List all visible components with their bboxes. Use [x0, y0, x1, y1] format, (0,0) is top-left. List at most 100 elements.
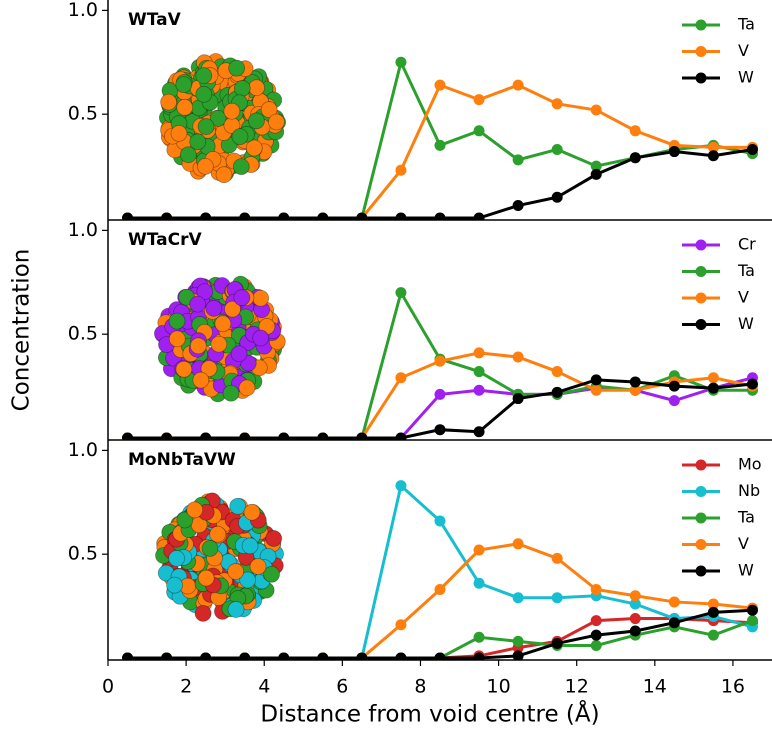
- point: [629, 590, 641, 602]
- point: [629, 152, 641, 164]
- x-tick-label: 14: [643, 676, 667, 698]
- atom: [227, 563, 245, 580]
- point: [122, 212, 134, 220]
- point: [278, 652, 290, 660]
- atom: [197, 118, 215, 135]
- y-tick-label: 0.5: [68, 543, 98, 565]
- point: [395, 287, 407, 299]
- point: [551, 637, 563, 649]
- point: [629, 376, 641, 388]
- legend-label: W: [738, 314, 754, 333]
- point: [551, 592, 563, 604]
- point: [590, 583, 602, 595]
- panel-title: WTaV: [128, 10, 182, 30]
- atom: [268, 113, 285, 131]
- point: [434, 355, 446, 367]
- legend-marker: [695, 319, 707, 330]
- point: [434, 212, 446, 220]
- atom: [192, 371, 210, 389]
- point: [512, 650, 524, 660]
- legend-label: Ta: [737, 15, 755, 34]
- atom: [214, 315, 232, 333]
- point: [434, 388, 446, 400]
- point: [200, 432, 212, 440]
- atom: [227, 601, 245, 618]
- point: [707, 382, 719, 394]
- y-tick-label: 1.0: [68, 439, 98, 461]
- atom: [241, 537, 259, 555]
- point: [551, 366, 563, 378]
- atom: [233, 289, 251, 307]
- point: [434, 139, 446, 151]
- point: [512, 200, 524, 212]
- atom: [231, 128, 249, 146]
- point: [200, 652, 212, 660]
- atom: [252, 329, 270, 347]
- atom: [189, 295, 207, 313]
- point: [746, 615, 758, 627]
- x-tick-label: 8: [414, 676, 426, 698]
- x-tick-label: 12: [565, 676, 589, 698]
- atom: [249, 558, 267, 575]
- point: [590, 640, 602, 652]
- legend-label: V: [738, 534, 749, 553]
- atom: [238, 379, 256, 397]
- legend-marker: [695, 565, 707, 577]
- atom: [196, 283, 214, 300]
- point: [239, 652, 251, 660]
- atom: [229, 497, 247, 515]
- point: [239, 432, 251, 440]
- point: [629, 384, 641, 396]
- point: [668, 380, 680, 392]
- point: [239, 212, 251, 220]
- point: [512, 635, 524, 647]
- y-tick-label: 0.5: [68, 323, 98, 345]
- point: [395, 480, 407, 492]
- atom: [168, 330, 186, 348]
- point: [551, 552, 563, 564]
- panel-title: WTaCrV: [128, 230, 202, 250]
- point: [629, 613, 641, 625]
- point: [278, 432, 290, 440]
- point: [317, 212, 329, 220]
- atom: [222, 384, 240, 402]
- particle-image: [158, 53, 287, 184]
- atom: [195, 67, 213, 85]
- point: [395, 212, 407, 220]
- particle-image: [155, 492, 284, 622]
- plot-area: [122, 480, 758, 660]
- point: [590, 384, 602, 396]
- legend-marker: [695, 292, 707, 304]
- point: [707, 606, 719, 618]
- legend-marker: [695, 486, 707, 497]
- point: [395, 432, 407, 440]
- point: [473, 94, 485, 106]
- atom: [196, 158, 214, 175]
- legend-marker: [695, 266, 707, 277]
- legend-label: Ta: [737, 508, 755, 527]
- atom: [160, 93, 177, 111]
- point: [707, 629, 719, 641]
- point: [707, 372, 719, 384]
- point: [707, 141, 719, 153]
- atom: [230, 345, 248, 363]
- legend-marker: [695, 539, 707, 550]
- atom: [245, 139, 263, 157]
- point: [746, 143, 758, 155]
- point: [590, 374, 602, 386]
- atom: [243, 503, 261, 521]
- atom: [186, 501, 204, 519]
- legend-label: W: [738, 68, 754, 87]
- legend-marker: [695, 19, 707, 31]
- atom: [168, 312, 186, 330]
- x-tick-label: 10: [486, 676, 510, 698]
- legend-label: Ta: [737, 261, 755, 280]
- point: [278, 212, 290, 220]
- point: [668, 617, 680, 629]
- y-tick-label: 1.0: [68, 219, 98, 241]
- plot-area: [122, 56, 758, 220]
- y-tick-label: 0.5: [68, 103, 98, 125]
- point: [395, 56, 407, 68]
- x-tick-label: 2: [180, 676, 192, 698]
- point: [512, 592, 524, 604]
